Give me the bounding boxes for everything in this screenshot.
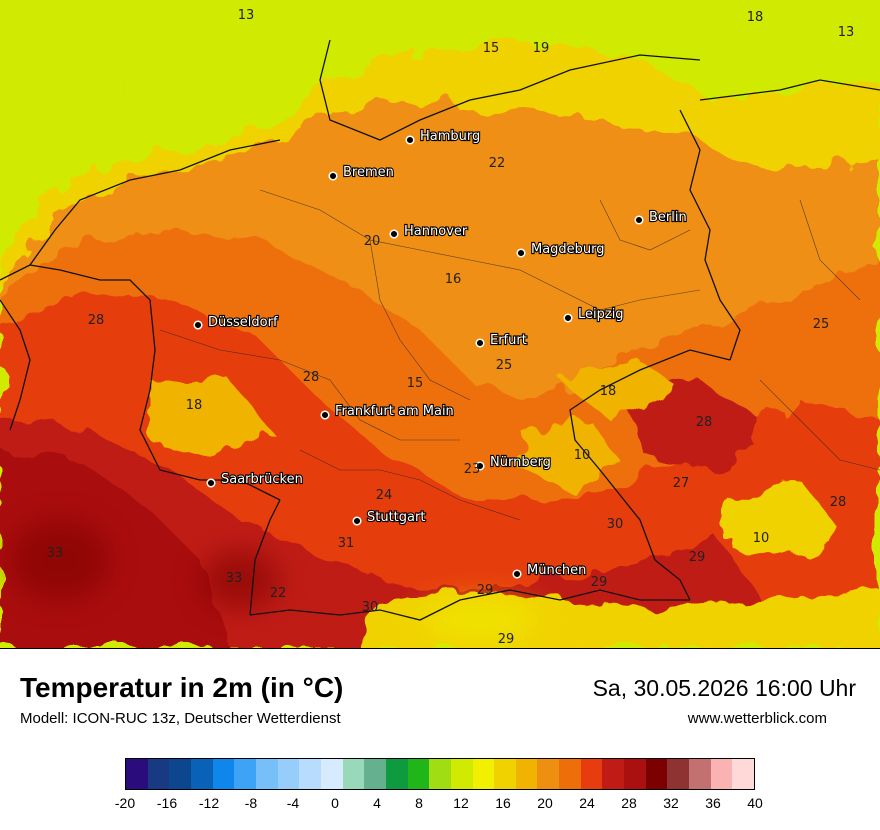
legend-swatch [602, 759, 625, 789]
legend-tick-label: 0 [331, 795, 339, 811]
legend-swatch [169, 759, 191, 789]
temperature-field [0, 0, 880, 648]
legend-tick-label: 20 [537, 795, 553, 811]
legend-swatch [299, 759, 321, 789]
state-border-lines [159, 189, 880, 521]
legend-swatch [364, 759, 386, 789]
temperature-map: Hamburg Bremen Berlin Hannover Magdeburg… [0, 0, 880, 649]
legend-swatch [255, 759, 278, 789]
legend-swatch [342, 759, 365, 789]
legend-swatch [732, 759, 755, 789]
legend-tick-label: -16 [156, 795, 178, 811]
legend-swatch [667, 759, 690, 789]
legend-swatch [450, 759, 473, 789]
legend-swatch [212, 759, 235, 789]
legend-swatch [580, 759, 603, 789]
legend-tick-label: 4 [373, 795, 381, 811]
legend-tick-label: 40 [747, 795, 763, 811]
legend-swatch [472, 759, 495, 789]
legend-tick-label: 24 [579, 795, 595, 811]
legend-tick-label: -4 [286, 795, 300, 811]
legend-swatch [234, 759, 256, 789]
map-title: Temperatur in 2m (in °C) [20, 672, 344, 703]
color-scale-legend [125, 758, 755, 790]
legend-swatch [126, 759, 148, 789]
border-lines [0, 39, 880, 621]
legend-swatch [559, 759, 581, 789]
legend-tick-label: 28 [621, 795, 637, 811]
legend-swatch [689, 759, 711, 789]
legend-swatch [190, 759, 213, 789]
legend-swatch [624, 759, 646, 789]
legend-swatch [277, 759, 300, 789]
legend-tick-labels: -20 -16 -12 -8 -4 0 4 8 12 16 20 24 28 32 36 40 [115, 795, 763, 815]
legend-tick-label: 12 [453, 795, 469, 811]
legend-swatch [710, 759, 733, 789]
legend-swatch [429, 759, 451, 789]
legend-tick-label: 16 [495, 795, 511, 811]
website-link[interactable]: www.wetterblick.com [687, 710, 827, 727]
legend-swatch [407, 759, 430, 789]
legend-swatch [385, 759, 408, 789]
legend-swatch [320, 759, 343, 789]
legend-swatch [537, 759, 560, 789]
legend-swatch [515, 759, 538, 789]
legend-tick-label: 36 [705, 795, 721, 811]
legend-swatch [494, 759, 516, 789]
legend-tick-label: -12 [198, 795, 220, 811]
legend-swatch [147, 759, 170, 789]
legend-swatch [645, 759, 668, 789]
legend-tick-label: 8 [415, 795, 423, 811]
legend-tick-label: -8 [244, 795, 258, 811]
forecast-datetime: Sa, 30.05.2026 16:00 Uhr [592, 675, 856, 701]
legend-tick-label: -20 [114, 795, 136, 811]
legend-tick-label: 32 [663, 795, 679, 811]
model-source: Modell: ICON-RUC 13z, Deutscher Wetterdi… [20, 710, 341, 727]
